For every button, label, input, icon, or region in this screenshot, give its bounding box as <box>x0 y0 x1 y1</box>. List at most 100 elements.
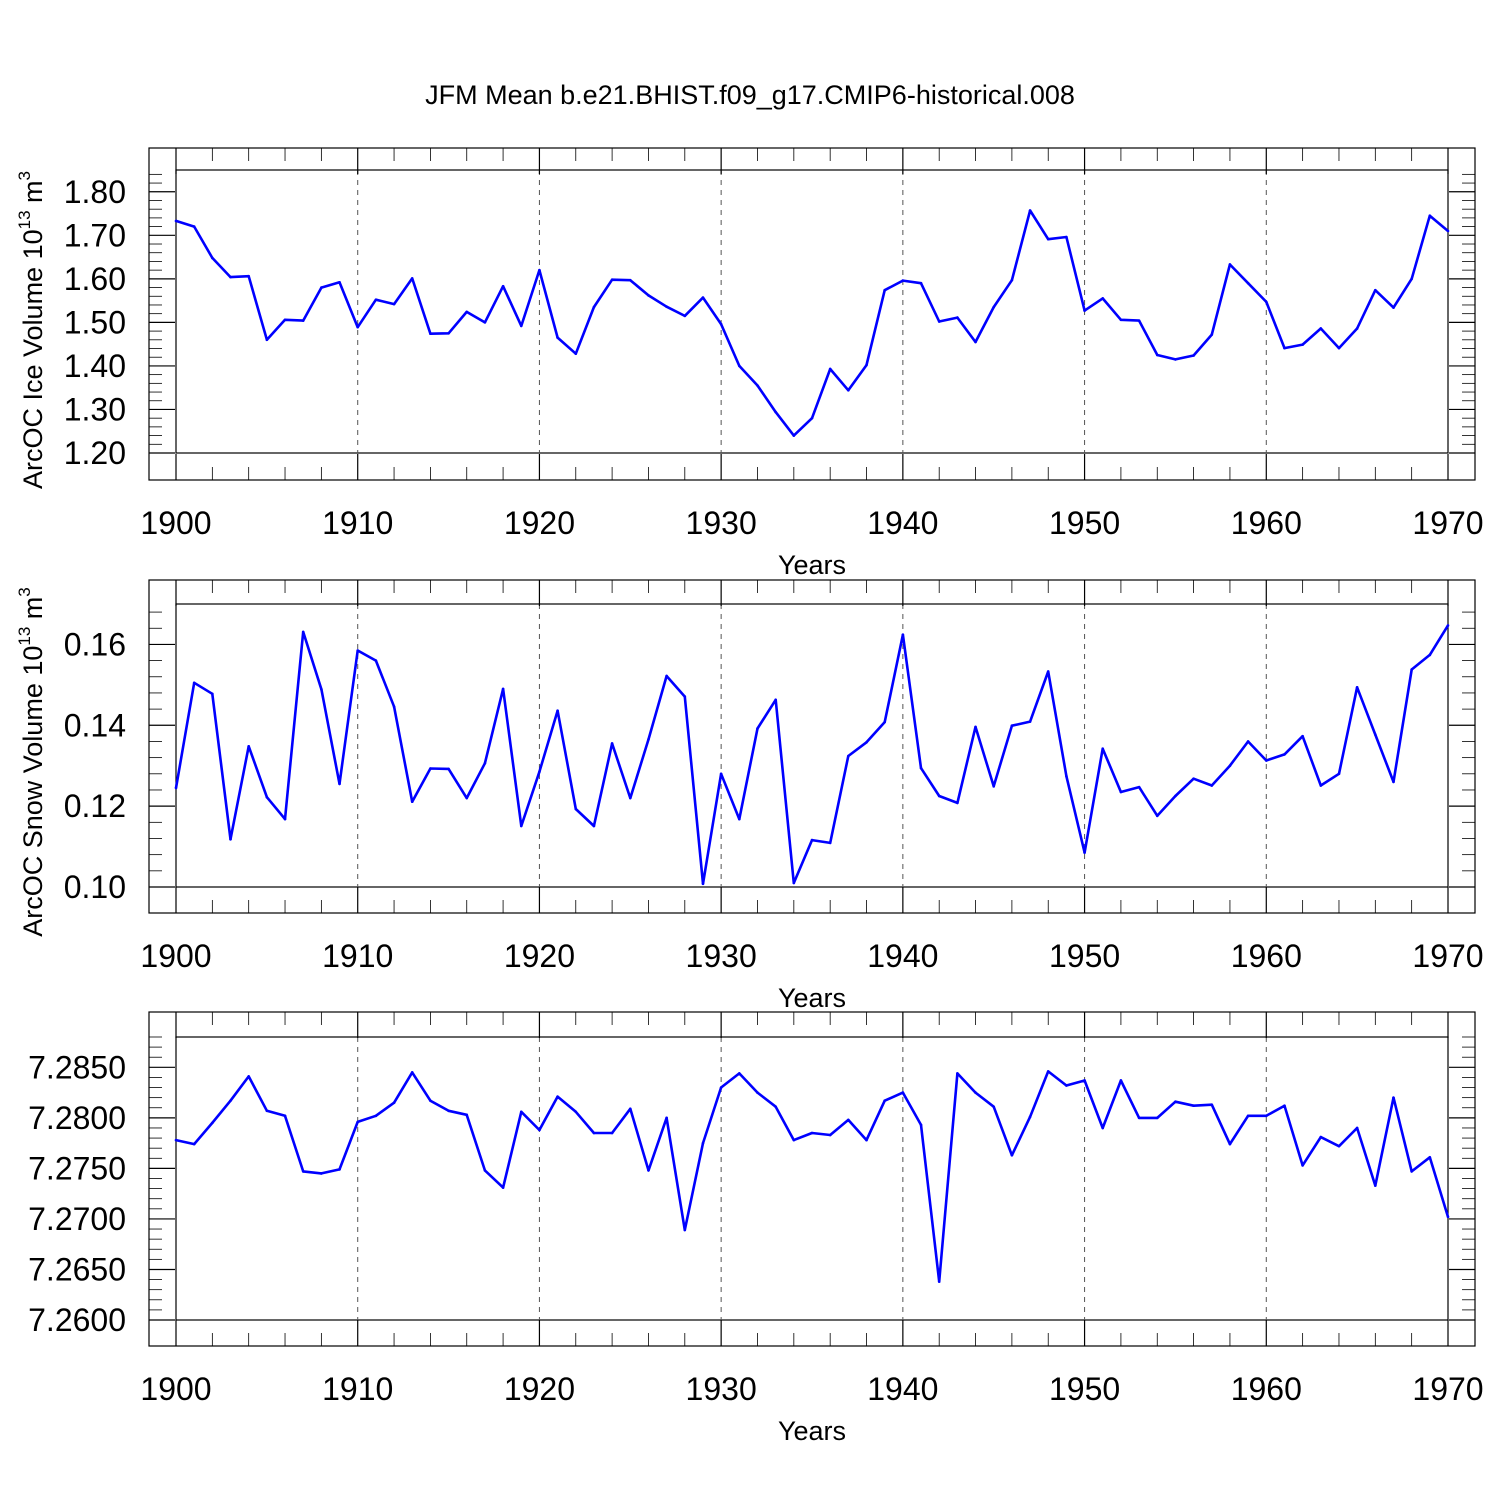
data-point <box>883 1099 886 1102</box>
y-tick-label: 7.2600 <box>28 1302 126 1338</box>
data-point <box>810 416 814 420</box>
data-point <box>1119 318 1123 322</box>
data-point <box>247 1075 250 1078</box>
y-axis-label: ArcOC Ice Volume 1013 m3 <box>15 171 48 489</box>
data-point <box>956 801 959 805</box>
y-tick-label: 1.60 <box>64 261 126 297</box>
panel-frame-outer <box>148 147 1476 481</box>
data-point <box>501 1186 505 1189</box>
data-point <box>628 1107 632 1111</box>
data-point <box>1392 1096 1395 1099</box>
data-point <box>410 1071 414 1074</box>
data-point <box>465 310 469 314</box>
data-point <box>883 720 886 724</box>
x-axis-label: Years <box>778 1416 846 1446</box>
panel-third-series: 1900 1910 1920 1930 1940 1950 1960 1970 Years 7.2… <box>28 1011 1484 1446</box>
x-tick-label: 1940 <box>867 1371 938 1407</box>
data-point <box>701 882 705 886</box>
data-point <box>410 277 414 280</box>
data-point <box>538 1128 541 1132</box>
data-point <box>738 817 741 821</box>
data-point <box>1283 753 1286 756</box>
x-tick-label: 1970 <box>1412 1371 1483 1407</box>
x-tick-label: 1920 <box>504 938 575 974</box>
data-point <box>1246 1114 1250 1118</box>
data-point <box>683 695 687 698</box>
data-point <box>338 281 341 284</box>
x-tick-label: 1900 <box>140 938 211 974</box>
data-point <box>1174 358 1177 361</box>
panel-frame-outer <box>148 1011 1476 1347</box>
data-point <box>1446 1215 1450 1219</box>
data-point <box>265 338 269 342</box>
data-point <box>174 786 178 790</box>
data-point <box>538 268 541 272</box>
data-point <box>937 794 941 798</box>
data-point <box>974 1091 977 1094</box>
data-point <box>1264 300 1268 304</box>
data-point <box>392 302 396 306</box>
data-point <box>301 319 305 322</box>
data-point <box>610 278 614 282</box>
data-point <box>429 767 432 770</box>
data-point <box>483 761 487 765</box>
data-point <box>792 1138 796 1142</box>
data-point <box>1264 759 1268 762</box>
data-point <box>1446 229 1450 233</box>
data-point <box>701 1141 705 1145</box>
data-point <box>519 1110 523 1114</box>
x-tick-label: 1910 <box>322 1371 393 1407</box>
x-tick-label: 1930 <box>686 1371 757 1407</box>
data-point <box>574 807 578 811</box>
data-point <box>628 278 632 282</box>
data-point <box>211 256 214 260</box>
y-tick-label: 7.2850 <box>28 1049 126 1085</box>
data-point <box>1046 237 1050 241</box>
data-point <box>1301 343 1304 346</box>
data-point <box>1374 733 1377 736</box>
data-point <box>901 633 905 637</box>
data-point <box>592 1131 596 1135</box>
data-point <box>320 1172 323 1175</box>
data-point <box>192 225 196 228</box>
data-point <box>1101 1126 1105 1130</box>
y-tick-label: 7.2750 <box>28 1150 126 1186</box>
data-point <box>447 331 450 335</box>
data-point <box>592 824 596 828</box>
data-point <box>1028 720 1032 723</box>
data-point <box>1119 790 1123 794</box>
data-point <box>628 796 632 800</box>
data-point <box>338 1168 341 1171</box>
data-point <box>792 881 796 885</box>
data-point <box>301 630 305 634</box>
data-point <box>647 1169 650 1172</box>
data-point <box>501 284 505 288</box>
data-point <box>810 838 814 842</box>
data-point <box>919 281 923 285</box>
x-tick-label: 1950 <box>1049 938 1120 974</box>
data-point <box>901 279 905 282</box>
data-point <box>738 1072 741 1075</box>
data-point <box>465 1113 469 1117</box>
y-axis-label: ArcOC Snow Volume 1013 m3 <box>15 587 48 937</box>
data-point <box>1083 851 1086 854</box>
data-point <box>1301 1164 1304 1167</box>
data-point <box>1319 784 1323 787</box>
data-point <box>392 1101 396 1104</box>
data-point <box>665 674 668 678</box>
data-point <box>883 288 886 292</box>
data-point <box>756 1091 759 1094</box>
x-tick-label: 1940 <box>867 505 938 541</box>
data-point <box>192 1142 196 1146</box>
data-point <box>1319 327 1323 330</box>
x-tick-label: 1950 <box>1049 505 1120 541</box>
data-point <box>1283 346 1286 350</box>
data-point <box>1192 777 1195 780</box>
x-tick-label: 1910 <box>322 505 393 541</box>
data-point <box>1301 734 1304 738</box>
data-point <box>229 837 232 841</box>
data-point <box>1428 653 1432 657</box>
data-point <box>756 384 759 387</box>
data-point <box>901 1091 905 1094</box>
data-point <box>1210 333 1214 336</box>
